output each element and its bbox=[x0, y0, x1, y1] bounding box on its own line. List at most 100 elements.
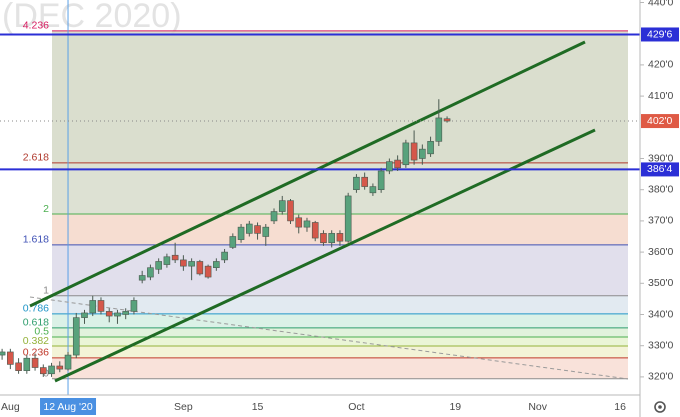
candle-body bbox=[410, 142, 418, 161]
candle-body bbox=[377, 170, 385, 190]
channel-lower bbox=[54, 128, 596, 383]
candle-body bbox=[353, 176, 360, 190]
x-tick-label: Aug bbox=[1, 401, 20, 413]
fib-label: 4.236 bbox=[23, 20, 49, 32]
candle-body bbox=[155, 261, 162, 270]
fib-label: 0.786 bbox=[23, 303, 49, 315]
x-tick-label: Nov bbox=[528, 401, 547, 413]
candle-body bbox=[278, 200, 286, 212]
candle-body bbox=[163, 256, 171, 265]
y-tick-label: 370'0 bbox=[648, 215, 674, 227]
candle-body bbox=[311, 222, 319, 239]
candle-body bbox=[15, 362, 22, 371]
candle-body bbox=[48, 365, 55, 375]
candle-body bbox=[81, 312, 88, 318]
x-tick-label: Sep bbox=[174, 401, 193, 413]
candle-body bbox=[320, 233, 327, 244]
y-tick-label: 380'0 bbox=[648, 183, 674, 195]
channel-upper bbox=[29, 40, 586, 308]
candle-body bbox=[435, 117, 443, 142]
fib-label: 0.236 bbox=[23, 347, 49, 359]
candle-body bbox=[56, 365, 64, 370]
fib-band bbox=[52, 313, 628, 328]
y-tick-label: 320'0 bbox=[648, 371, 674, 383]
y-tick-label: 330'0 bbox=[648, 339, 674, 351]
candle-body bbox=[427, 141, 434, 155]
candle-body bbox=[270, 211, 278, 222]
candle-body bbox=[402, 142, 410, 166]
y-tick-label: 360'0 bbox=[648, 246, 674, 258]
fib-label: 2.618 bbox=[23, 152, 49, 164]
fib-band bbox=[52, 295, 628, 314]
candle-body bbox=[361, 176, 368, 187]
fib-band bbox=[52, 30, 628, 163]
price-label: 386'4 bbox=[647, 163, 673, 175]
fib-band bbox=[52, 336, 628, 347]
candle-body bbox=[147, 267, 154, 278]
price-label: 429'6 bbox=[647, 28, 673, 40]
time-axis bbox=[0, 395, 640, 417]
candle-body bbox=[229, 236, 237, 248]
fib-band bbox=[52, 346, 628, 358]
fib-band bbox=[52, 327, 628, 337]
crosshair-label-box bbox=[40, 398, 97, 415]
candle-body bbox=[336, 233, 344, 242]
y-tick-label: 440'0 bbox=[648, 0, 674, 8]
watermark: (DEC 2020) bbox=[2, 0, 182, 35]
candle-body bbox=[23, 357, 31, 371]
candle-body bbox=[303, 220, 311, 228]
fib-label: 0.5 bbox=[34, 326, 49, 338]
candle-body bbox=[287, 200, 294, 222]
y-tick-label: 340'0 bbox=[648, 308, 674, 320]
dashed-trendline bbox=[29, 296, 629, 380]
candle-body bbox=[419, 148, 426, 159]
fib-label: 2 bbox=[43, 203, 49, 215]
candle-body bbox=[0, 351, 6, 356]
candle-body bbox=[196, 261, 204, 275]
price-label: 402'0 bbox=[647, 115, 673, 127]
drawings bbox=[29, 40, 629, 383]
candle-body bbox=[31, 357, 39, 368]
candle-body bbox=[394, 159, 401, 169]
gear[interactable] bbox=[654, 401, 666, 413]
fib-label: 1.618 bbox=[23, 234, 49, 246]
fib-label: 1 bbox=[43, 285, 49, 297]
candle-body bbox=[171, 254, 179, 261]
candle-body bbox=[443, 118, 451, 122]
candle-body bbox=[114, 312, 121, 317]
y-tick-label: 410'0 bbox=[648, 90, 674, 102]
price-label-box bbox=[641, 114, 679, 129]
fib-band bbox=[52, 357, 628, 379]
price-label-box bbox=[641, 27, 679, 42]
candle-body bbox=[237, 226, 245, 240]
settings-icon[interactable] bbox=[654, 401, 666, 413]
candle-body bbox=[188, 261, 195, 267]
fib-label: 0.382 bbox=[23, 335, 49, 347]
gear-center[interactable] bbox=[658, 405, 662, 409]
fib-band bbox=[52, 244, 628, 296]
candle-body bbox=[262, 226, 270, 237]
candle-body bbox=[39, 367, 47, 375]
candle-body bbox=[180, 259, 187, 267]
candle-body bbox=[295, 217, 303, 228]
candle-body bbox=[344, 195, 352, 242]
candle-body bbox=[254, 225, 261, 234]
x-tick-label: 19 bbox=[449, 401, 461, 413]
candle-body bbox=[246, 223, 253, 234]
candle-body bbox=[204, 265, 212, 278]
candle-body bbox=[89, 300, 97, 314]
x-tick-label: 12 Aug '20 bbox=[43, 401, 92, 413]
candle-body bbox=[7, 351, 14, 365]
candle-body bbox=[221, 251, 228, 261]
candle-body bbox=[97, 300, 105, 312]
y-tick-label: 420'0 bbox=[648, 59, 674, 71]
x-tick-label: 15 bbox=[252, 401, 264, 413]
candle-body bbox=[328, 233, 336, 244]
candle-body bbox=[105, 311, 113, 317]
fib-band bbox=[52, 162, 628, 215]
candle-body bbox=[64, 354, 72, 370]
candle-body bbox=[122, 311, 129, 315]
y-tick-label: 390'0 bbox=[648, 152, 674, 164]
price-axis bbox=[640, 0, 680, 417]
